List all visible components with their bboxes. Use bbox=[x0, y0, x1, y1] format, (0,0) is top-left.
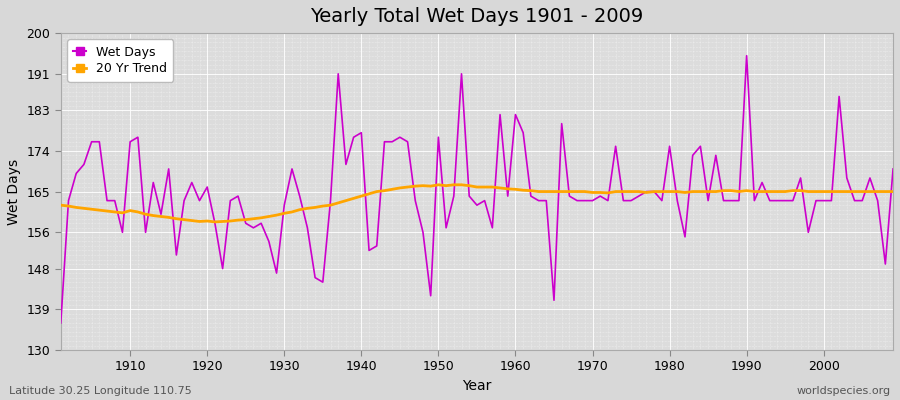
Text: worldspecies.org: worldspecies.org bbox=[796, 386, 891, 396]
X-axis label: Year: Year bbox=[463, 379, 491, 393]
Text: Latitude 30.25 Longitude 110.75: Latitude 30.25 Longitude 110.75 bbox=[9, 386, 192, 396]
Title: Yearly Total Wet Days 1901 - 2009: Yearly Total Wet Days 1901 - 2009 bbox=[310, 7, 644, 26]
Legend: Wet Days, 20 Yr Trend: Wet Days, 20 Yr Trend bbox=[67, 39, 173, 82]
Y-axis label: Wet Days: Wet Days bbox=[7, 158, 21, 225]
